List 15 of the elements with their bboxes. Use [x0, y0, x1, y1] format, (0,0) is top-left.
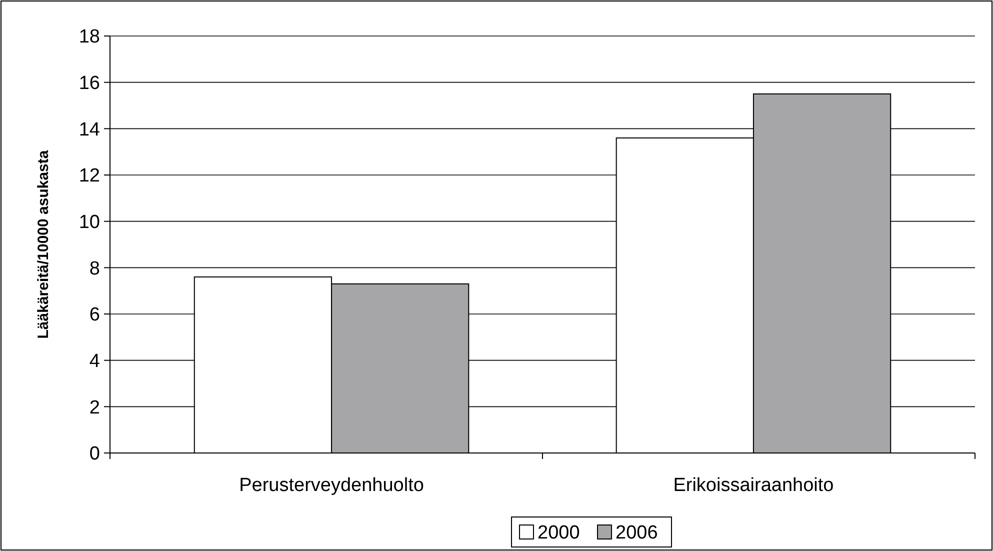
y-tick-label: 14 [78, 119, 100, 140]
legend-label: 2006 [616, 522, 658, 544]
x-tick-label: Perusterveydenhuolto [239, 475, 424, 496]
y-tick-label: 2 [89, 397, 100, 418]
y-tick-label: 4 [89, 350, 100, 372]
y-tick-label: 8 [89, 258, 100, 280]
y-tick-label: 10 [78, 212, 100, 233]
y-tick-label: 16 [78, 72, 100, 94]
x-tick-label: Erikoissairaanhoito [673, 475, 834, 496]
y-tick-label: 18 [78, 26, 100, 48]
y-tick-label: 12 [78, 166, 100, 187]
y-tick-label: 0 [89, 444, 100, 465]
y-axis-title: Lääkäreitä/10000 asukasta [35, 150, 52, 339]
legend-label: 2000 [538, 522, 580, 544]
y-tick-label: 6 [89, 304, 100, 326]
